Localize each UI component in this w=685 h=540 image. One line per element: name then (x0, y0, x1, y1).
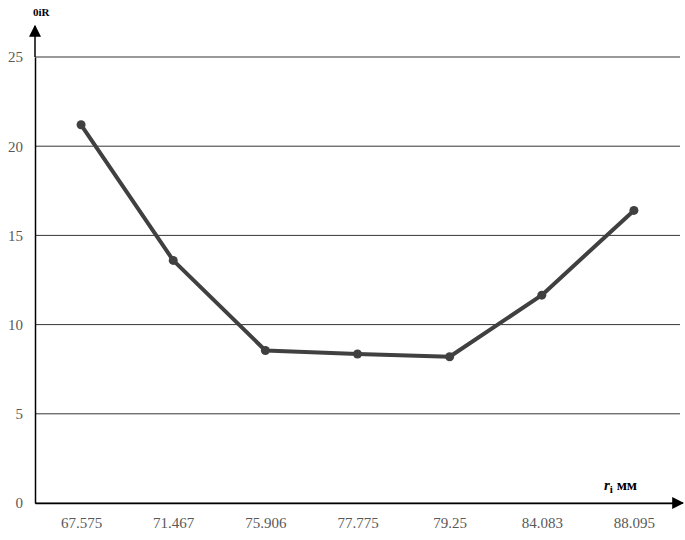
x-axis: 67.575 71.467 75.906 77.775 79.25 84.083 88.09… (36, 503, 681, 531)
x-axis-line (36, 503, 681, 505)
plot-area (77, 120, 639, 361)
x-tick-label: 67.575 (61, 515, 102, 531)
x-tick: 75.906 (245, 503, 287, 531)
y-tick-label: 15 (8, 228, 23, 244)
x-tick: 77.775 (337, 503, 378, 531)
y-tick-label: 10 (8, 317, 23, 333)
x-tick-label: 71.467 (153, 515, 195, 531)
point (629, 206, 638, 215)
point (445, 352, 454, 361)
grid-line (35, 57, 680, 58)
point (353, 350, 362, 359)
y-tick-label: 20 (8, 139, 23, 155)
chart: 0 5 10 15 20 25 67.575 71.467 75.906 77.775 79.25 8… (0, 0, 685, 540)
x-tick-label: 79.25 (433, 515, 467, 531)
y-tick: 10 (8, 317, 35, 333)
x-tick-label: 77.775 (337, 515, 378, 531)
x-tick: 67.575 (61, 503, 102, 531)
point (261, 346, 270, 355)
grid-line (35, 324, 680, 325)
point (169, 256, 178, 265)
grid-line (35, 235, 680, 236)
x-axis-title: ri мм (604, 477, 637, 495)
grid-line (35, 503, 680, 504)
x-tick: 79.25 (433, 503, 467, 531)
y-axis: 0 5 10 15 20 25 (8, 49, 36, 511)
point (77, 120, 86, 129)
y-tick: 5 (16, 406, 36, 422)
x-tick-label: 84.083 (522, 515, 563, 531)
x-tick-label: 75.906 (245, 515, 287, 531)
grid (35, 57, 680, 503)
y-axis-title: 0iR (33, 6, 51, 18)
y-axis-arrow (34, 26, 36, 57)
y-axis-line (35, 58, 37, 504)
x-tick: 88.095 (614, 503, 655, 531)
y-tick-label: 25 (8, 49, 23, 65)
line (81, 125, 634, 357)
x-tick: 71.467 (153, 503, 195, 531)
y-tick: 20 (8, 139, 35, 155)
y-tick: 0 (16, 495, 36, 511)
y-tick: 25 (8, 49, 35, 65)
grid-line (35, 413, 680, 414)
y-tick: 15 (8, 228, 35, 244)
x-axis-arrow (680, 502, 683, 504)
x-tick-label: 88.095 (614, 515, 655, 531)
y-tick-label: 5 (16, 406, 24, 422)
point (537, 291, 546, 300)
x-tick: 84.083 (522, 503, 563, 531)
grid-line (35, 146, 680, 147)
y-tick-label: 0 (16, 495, 24, 511)
